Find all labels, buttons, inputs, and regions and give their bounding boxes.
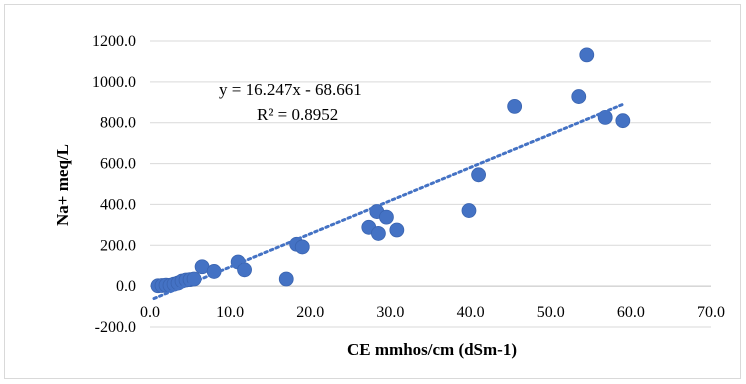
chart-frame — [4, 4, 741, 379]
trendline-equation: y = 16.247x - 68.661 — [219, 80, 362, 99]
data-point — [371, 226, 386, 241]
y-axis-title: Na+ meq/L — [53, 144, 72, 226]
y-tick-label: 600.0 — [100, 156, 136, 173]
data-point — [237, 262, 252, 278]
x-tick-labels: 0.0 10.0 20.0 30.0 40.0 50.0 60.0 70.0 — [140, 304, 725, 321]
data-point — [389, 222, 405, 238]
x-tick-label: 40.0 — [457, 304, 485, 321]
data-point — [471, 167, 486, 183]
x-tick-label: 50.0 — [537, 304, 565, 321]
x-tick-label: 30.0 — [376, 304, 404, 321]
y-tick-label: 0.0 — [116, 278, 136, 295]
y-tick-labels: -200.0 0.0 200.0 400.0 600.0 800.0 1000.0 1200.… — [92, 33, 136, 336]
data-point — [294, 239, 310, 255]
y-tick-label: 400.0 — [100, 196, 136, 213]
data-point — [278, 271, 294, 287]
x-tick-label: 20.0 — [296, 304, 324, 321]
data-point — [571, 89, 587, 104]
trendline — [152, 102, 625, 301]
data-point — [615, 113, 631, 129]
y-tick-label: 1000.0 — [92, 74, 136, 91]
x-tick-label: 60.0 — [617, 304, 645, 321]
y-tick-label: 800.0 — [100, 115, 136, 132]
y-tick-label: 1200.0 — [92, 33, 136, 50]
data-point — [379, 209, 394, 225]
data-point — [507, 98, 523, 114]
x-tick-label: 70.0 — [697, 304, 725, 321]
trendline-r-squared: R² = 0.8952 — [257, 105, 338, 124]
x-tick-label: 0.0 — [140, 304, 160, 321]
gridlines — [150, 40, 711, 328]
x-axis-title: CE mmhos/cm (dSm-1) — [347, 340, 517, 359]
data-point — [579, 47, 595, 63]
data-point — [461, 203, 477, 218]
x-tick-label: 10.0 — [216, 304, 244, 321]
y-tick-label: -200.0 — [95, 319, 136, 336]
y-tick-label: 200.0 — [100, 237, 136, 254]
